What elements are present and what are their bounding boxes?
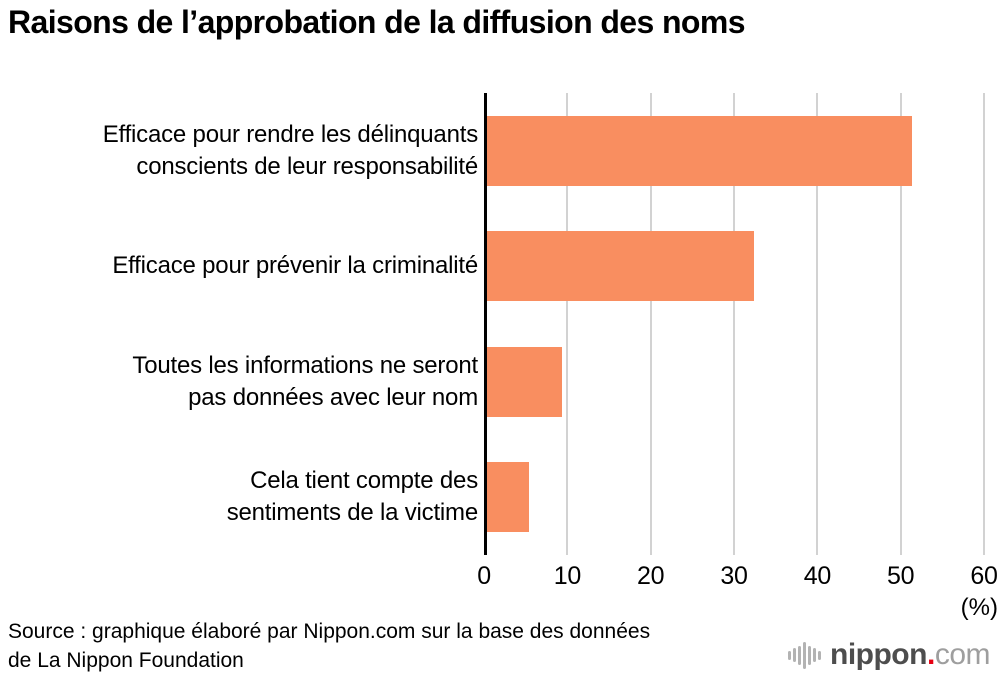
gridline [899,93,902,555]
soundwave-bar [818,650,821,660]
soundwave-bars-icon [788,640,821,670]
bar [487,346,562,417]
logo-tld: com [934,638,991,671]
soundwave-bar [798,645,801,665]
logo-name: nippon [830,638,927,671]
y-axis-line [484,93,487,555]
gridline [649,93,652,555]
x-tick-label: 10 [553,562,582,590]
category-label: Efficace pour prévenir la criminalité [112,252,478,280]
gridline [733,93,735,555]
soundwave-bar [793,648,796,662]
x-tick-label: 20 [637,562,665,590]
logo-text: nippon . com [830,638,991,672]
category-label: Cela tient compte des sentiments de la v… [226,467,479,527]
soundwave-bar [813,648,816,662]
soundwave-bar [803,641,806,669]
chart-row: Cela tient compte des sentiments de la v… [0,440,1000,556]
plot-area [484,93,985,555]
x-tick-label: 50 [887,562,915,590]
chart-row: Efficace pour prévenir la criminalité [0,209,1000,325]
x-tick-label: 30 [720,562,748,590]
bar [487,231,754,302]
x-tick-label: 0 [477,562,491,590]
x-tick-label: 40 [803,562,832,590]
nippon-logo: nippon . com [788,638,991,672]
gridline [566,93,569,555]
source-note: Source : graphique élaboré par Nippon.co… [8,620,651,672]
x-tick-label: 60 [970,562,998,590]
category-label: Toutes les informations ne seront pas do… [132,351,478,411]
chart-row: Toutes les informations ne seront pas do… [0,324,1000,440]
gridline [983,93,985,555]
chart-rows: Efficace pour rendre les délinquants con… [0,93,1000,555]
logo-dot: . [926,638,935,671]
soundwave-bar [788,650,791,660]
x-axis: 0 10 20 30 40 50 60 [0,562,1000,592]
bar [487,462,529,533]
soundwave-bar [808,645,811,665]
x-axis-unit-label: (%) [960,594,998,621]
chart-title: Raisons de l’approbation de la diffusion… [8,4,746,40]
category-label: Efficace pour rendre les délinquants con… [102,120,478,180]
bar [487,115,912,186]
gridline [816,93,819,555]
chart-row: Efficace pour rendre les délinquants con… [0,93,1000,209]
